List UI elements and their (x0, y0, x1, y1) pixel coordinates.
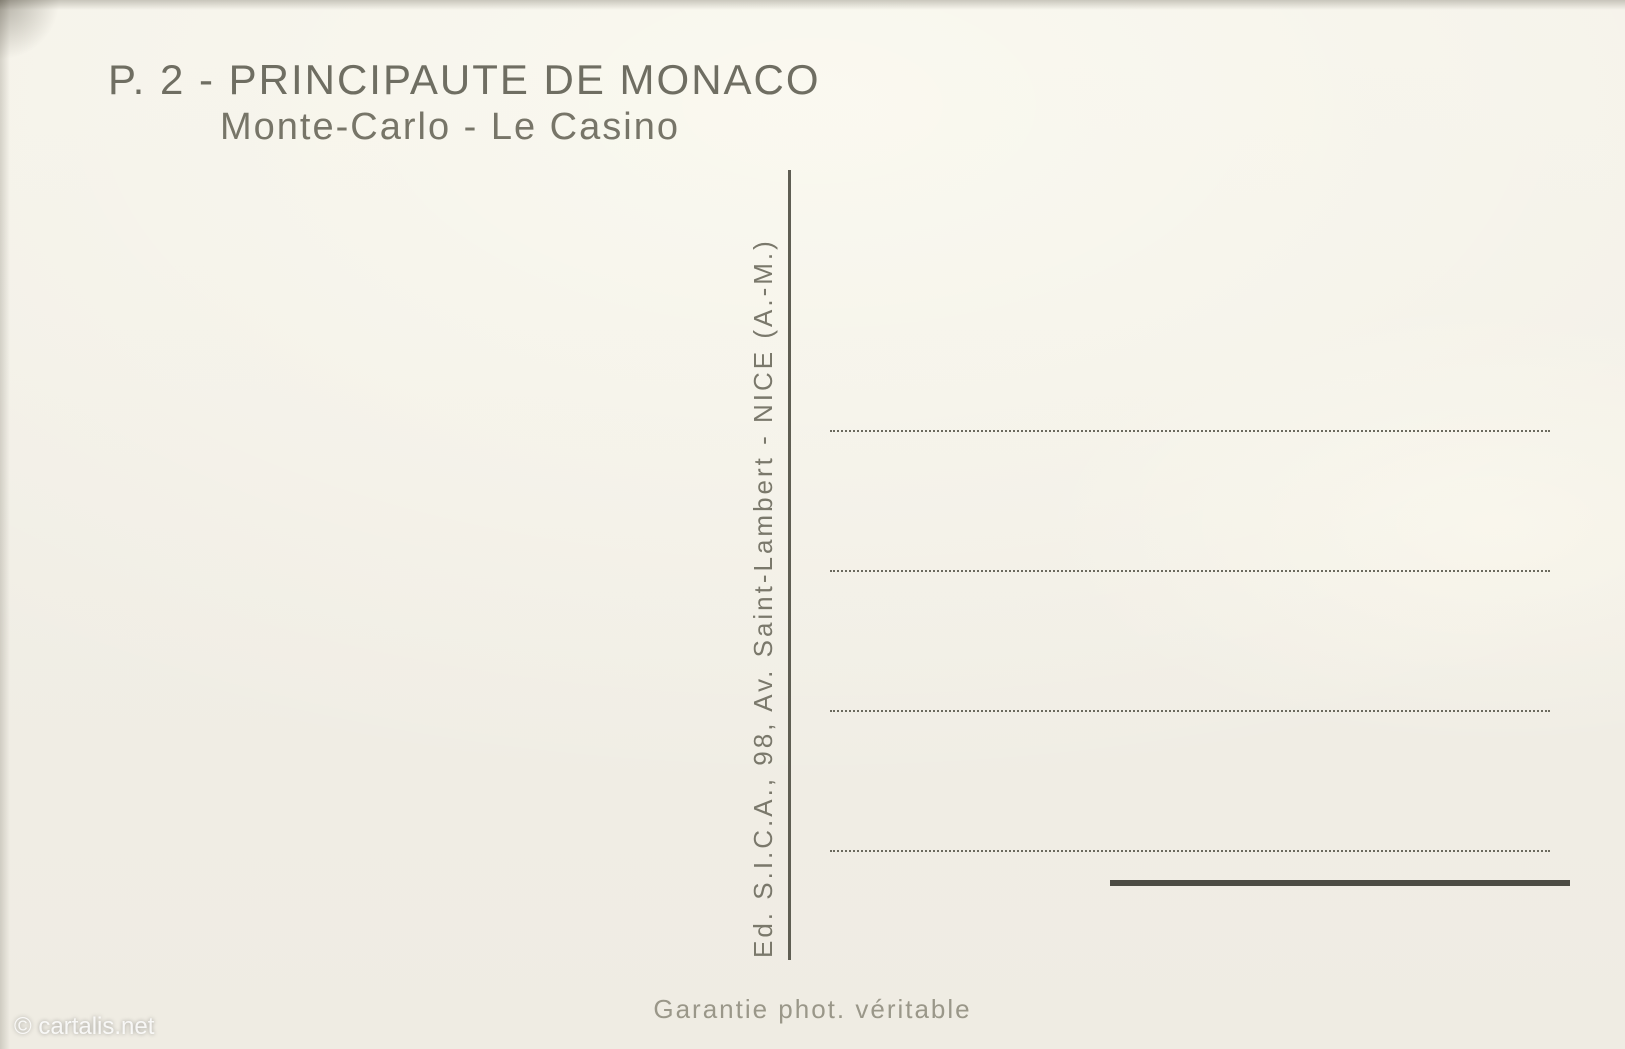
edge-shadow (0, 0, 10, 1049)
caption-block: P. 2 - PRINCIPAUTE DE MONACO Monte-Carlo… (108, 56, 821, 149)
address-line (830, 430, 1550, 432)
guarantee-text: Garantie phot. véritable (0, 994, 1625, 1025)
underline-rule (1110, 880, 1570, 886)
postcard-back (0, 0, 1625, 1049)
corner-shadow (0, 0, 60, 60)
publisher-imprint: Ed. S.I.C.A., 98, Av. Saint-Lambert - NI… (748, 238, 779, 958)
watermark: © cartalis.net (14, 1013, 154, 1041)
address-line (830, 710, 1550, 712)
edge-shadow (0, 0, 1625, 10)
caption-line-2: Monte-Carlo - Le Casino (220, 106, 821, 149)
center-divider (788, 170, 791, 960)
address-line (830, 570, 1550, 572)
caption-line-1: P. 2 - PRINCIPAUTE DE MONACO (108, 56, 821, 104)
address-line (830, 850, 1550, 852)
